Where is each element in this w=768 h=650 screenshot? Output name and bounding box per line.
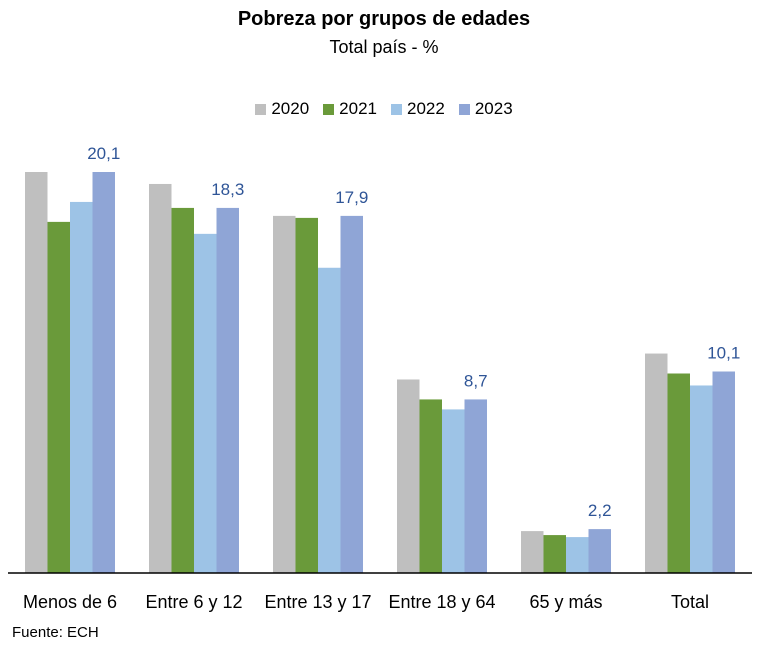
bar-2020-entre-13-y-17 — [273, 215, 296, 573]
bar-2023-entre-6-y-12 — [216, 207, 239, 573]
legend-swatch-2022 — [391, 103, 402, 115]
legend-label-2023: 2023 — [474, 99, 513, 118]
legend: 2020 2021 2022 2023 — [0, 99, 768, 119]
legend-swatch-2020 — [255, 103, 267, 115]
data-label-entre-6-y-12: 18,3 — [211, 180, 244, 199]
legend-swatch-2023 — [458, 103, 470, 115]
data-label-menos-de-6: 20,1 — [87, 144, 120, 163]
bar-2021-total — [667, 373, 690, 573]
legend-label-2021: 2021 — [339, 99, 377, 118]
bar-2023-menos-de-6 — [92, 172, 115, 573]
legend-item-2023: 2023 — [458, 99, 513, 119]
data-label-total: 10,1 — [707, 344, 740, 363]
bar-2022-entre-6-y-12 — [194, 233, 217, 573]
bar-2020-menos-de-6 — [25, 172, 48, 573]
bar-2021-menos-de-6 — [47, 221, 70, 573]
data-label-entre-13-y-17: 17,9 — [335, 188, 368, 207]
category-label-entre-6-y-12: Entre 6 y 12 — [145, 592, 242, 612]
bar-2020-65-y-m-s — [521, 531, 544, 573]
bar-2023-entre-18-y-64 — [464, 399, 487, 573]
category-label-entre-18-y-64: Entre 18 y 64 — [388, 592, 495, 612]
bar-2023-entre-13-y-17 — [340, 215, 363, 573]
bar-2021-65-y-m-s — [543, 535, 566, 573]
chart-title: Pobreza por grupos de edades — [237, 8, 531, 30]
bar-2021-entre-18-y-64 — [419, 399, 442, 573]
bar-2022-65-y-m-s — [566, 537, 589, 573]
bar-2022-menos-de-6 — [70, 201, 93, 573]
data-label-65-y-m-s: 2,2 — [588, 501, 612, 520]
bar-2021-entre-13-y-17 — [295, 217, 318, 573]
source-note: Fuente: ECH — [12, 624, 99, 641]
legend-item-2022: 2022 — [391, 99, 445, 119]
bar-2020-entre-6-y-12 — [149, 183, 172, 573]
legend-label-2020: 2020 — [271, 99, 310, 118]
bar-2022-entre-13-y-17 — [318, 267, 341, 573]
category-label-65-y-m-s: 65 y más — [529, 592, 602, 612]
bar-2023-total — [712, 371, 735, 573]
bar-2022-entre-18-y-64 — [442, 409, 465, 573]
legend-swatch-2021 — [323, 103, 335, 115]
legend-item-2020: 2020 — [255, 99, 309, 119]
legend-item-2021: 2021 — [323, 99, 377, 119]
chart-subtitle: Total país - % — [329, 37, 439, 57]
legend-label-2022: 2022 — [407, 99, 445, 118]
category-label-entre-13-y-17: Entre 13 y 17 — [264, 592, 371, 612]
bar-2020-entre-18-y-64 — [397, 379, 420, 573]
category-label-total: Total — [671, 592, 709, 612]
data-label-entre-18-y-64: 8,7 — [464, 371, 488, 390]
category-label-menos-de-6: Menos de 6 — [23, 592, 117, 612]
bar-2021-entre-6-y-12 — [171, 207, 194, 573]
bar-2020-total — [645, 353, 668, 573]
bar-2023-65-y-m-s — [588, 529, 611, 573]
bar-2022-total — [690, 385, 713, 573]
